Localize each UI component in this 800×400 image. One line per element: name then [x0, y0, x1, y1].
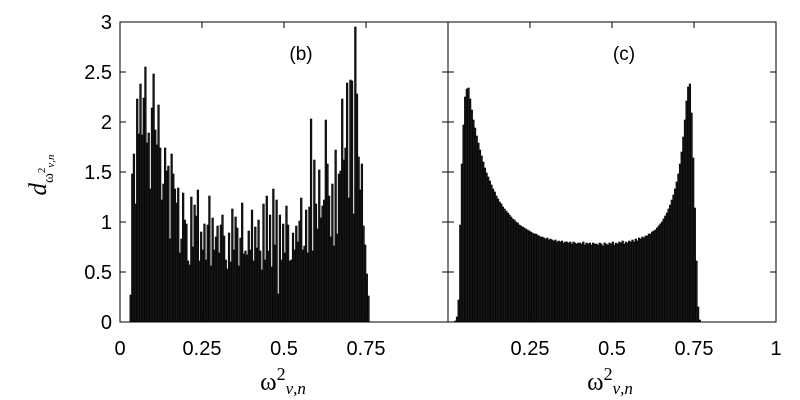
y-tick-label-4: 2	[101, 112, 112, 134]
x-tick-label-b-0: 0	[114, 338, 125, 360]
y-tick-label-5: 2.5	[84, 62, 112, 84]
panel-c: 0.25 0.5 0.75 1 (c)	[447, 21, 782, 360]
x-tick-label-c-1: 0.5	[598, 338, 626, 360]
y-tick-label-6: 3	[101, 12, 112, 34]
panel-label-c: (c)	[613, 44, 635, 65]
y-tick-label-2: 1	[101, 212, 112, 234]
y-tick-label-3: 1.5	[84, 162, 112, 184]
x-tick-label-c-2: 0.75	[675, 338, 714, 360]
x-tick-label-b-3: 0.75	[347, 338, 386, 360]
x-tick-label-b-1: 0.25	[183, 338, 222, 360]
x-tick-label-b-2: 0.5	[270, 338, 298, 360]
y-axis-label-sub-base: ω	[41, 173, 57, 183]
bar-b-145	[367, 295, 370, 323]
panel-b: 0 0.25 0.5 0.75 0 0.5 1 1.5 2 2.5 3 (b)	[84, 12, 449, 360]
y-axis-label-base: d	[25, 183, 52, 196]
y-tick-label-1: 0.5	[84, 262, 112, 284]
y-axis-label: dω2ν,n	[25, 154, 57, 196]
x-axis-label-b: ω2ν,n	[260, 364, 306, 398]
x-axis-label-c: ω2ν,n	[587, 364, 633, 398]
panel-label-b: (b)	[289, 44, 312, 65]
y-axis-label-sub-sub: ν,n	[45, 154, 57, 168]
bars-b	[129, 26, 370, 323]
svg-text:dω2ν,n: dω2ν,n	[25, 154, 57, 196]
y-axis-label-sub-exp: 2	[36, 168, 48, 174]
x-tick-label-c-0: 0.25	[511, 338, 550, 360]
bars-c	[454, 83, 701, 323]
x-tick-label-c-3: 1	[770, 338, 781, 360]
y-tick-label-0: 0	[101, 312, 112, 334]
